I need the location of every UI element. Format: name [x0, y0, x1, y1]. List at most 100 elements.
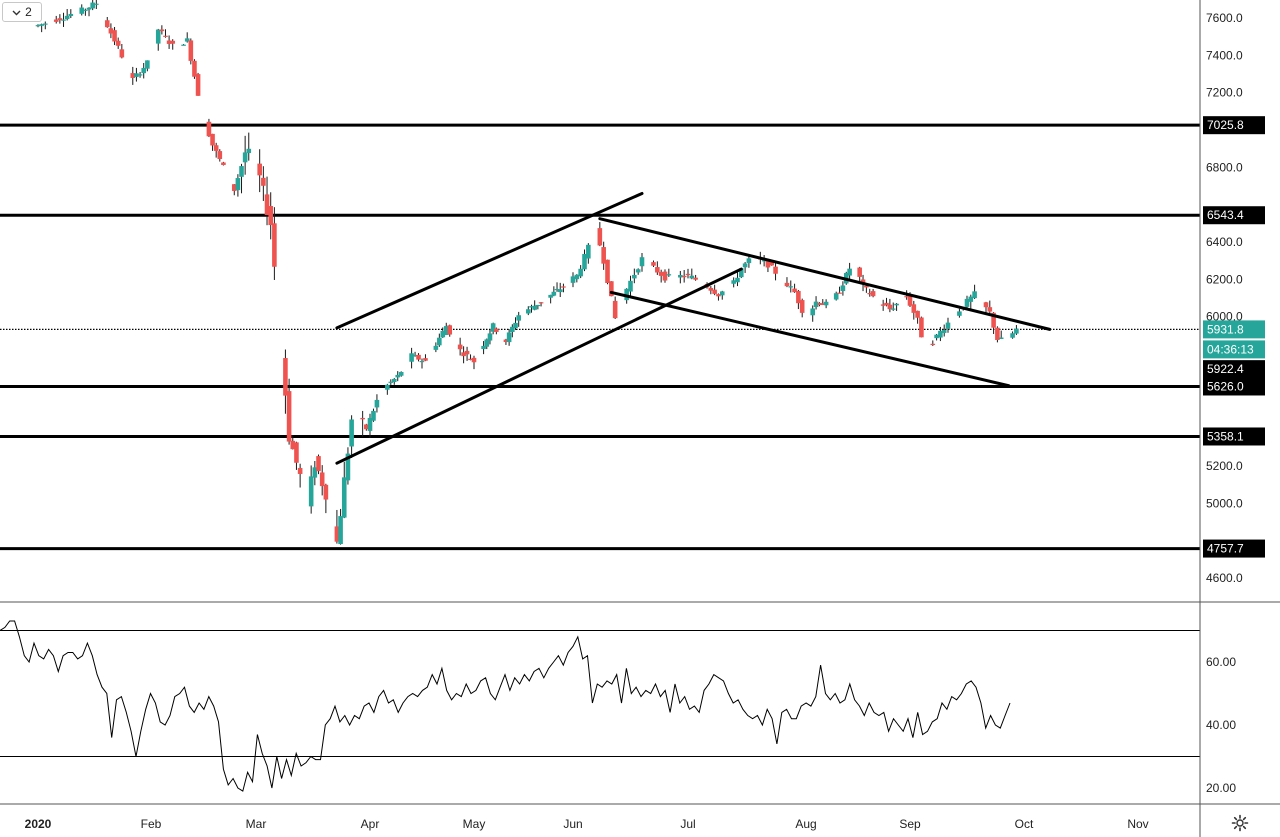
- oscillator-line: [0, 620, 1011, 792]
- candle: [286, 391, 292, 442]
- candle: [468, 358, 473, 361]
- candle: [112, 30, 117, 42]
- candle: [612, 300, 618, 319]
- candle: [662, 271, 668, 281]
- candle: [371, 410, 376, 421]
- candle: [334, 526, 340, 542]
- candle: [860, 279, 866, 285]
- time-tick-label: Aug: [795, 817, 816, 831]
- candle: [998, 337, 1004, 339]
- candle: [464, 350, 470, 355]
- candle: [419, 360, 425, 363]
- candle: [395, 374, 401, 378]
- level-tag-label: 7025.8: [1207, 118, 1244, 132]
- trendline-channel-down-upper[interactable]: [598, 217, 1052, 331]
- candle: [90, 2, 95, 9]
- price-tick-label: 5200.0: [1206, 459, 1243, 473]
- candle: [481, 345, 486, 350]
- candle: [388, 381, 394, 383]
- candle: [506, 332, 512, 343]
- candle: [890, 308, 896, 310]
- price-tick-label: 6400.0: [1206, 235, 1243, 249]
- price-tick-label: 7200.0: [1206, 86, 1243, 100]
- candle: [586, 244, 591, 259]
- candle: [360, 417, 365, 420]
- candle: [440, 330, 446, 338]
- candle: [735, 277, 740, 283]
- candle: [915, 310, 920, 318]
- trendline-channel-up-lower[interactable]: [335, 267, 743, 465]
- price-tick-label: 5000.0: [1206, 496, 1243, 510]
- candle: [773, 266, 778, 274]
- candle: [134, 73, 139, 77]
- candle: [532, 305, 537, 310]
- candle: [681, 275, 687, 278]
- candle: [490, 323, 496, 332]
- current-price-tag: [1203, 320, 1265, 339]
- candle: [557, 289, 563, 293]
- candle: [297, 467, 303, 474]
- candle: [487, 333, 493, 341]
- candle: [510, 326, 515, 332]
- current-price-label: 5931.8: [1207, 322, 1244, 336]
- price-tick-label: 6800.0: [1206, 160, 1243, 174]
- candle: [231, 184, 237, 191]
- candle: [823, 301, 829, 306]
- candle: [904, 296, 909, 298]
- candle: [930, 343, 936, 346]
- candle: [857, 267, 862, 277]
- candle: [155, 29, 161, 44]
- gear-icon: [1231, 814, 1249, 832]
- candle: [678, 274, 683, 278]
- candle: [104, 20, 110, 28]
- candle: [792, 288, 797, 293]
- prev-close-label: 5922.4: [1207, 362, 1244, 376]
- candle: [639, 257, 645, 267]
- candle: [525, 309, 531, 314]
- oscillator-tick-label: 60.00: [1206, 655, 1236, 669]
- candle: [159, 29, 165, 32]
- candle: [548, 294, 553, 298]
- candle: [217, 151, 223, 160]
- candle: [181, 44, 186, 46]
- candle: [308, 476, 314, 507]
- candle: [83, 9, 88, 11]
- candle: [907, 295, 913, 306]
- candle: [115, 40, 121, 46]
- candle: [108, 28, 114, 34]
- candle: [719, 291, 725, 296]
- candle: [130, 73, 136, 78]
- candle: [338, 516, 343, 545]
- level-tag: [1203, 206, 1265, 225]
- candle: [447, 325, 453, 335]
- candle: [991, 312, 996, 328]
- candle: [94, 3, 99, 5]
- trendline-channel-down-lower[interactable]: [609, 290, 1011, 388]
- candle: [1010, 333, 1015, 338]
- candle: [833, 293, 839, 300]
- interval-selector[interactable]: 2: [2, 2, 42, 22]
- candle: [423, 358, 428, 361]
- candle: [210, 133, 215, 146]
- candle: [513, 322, 518, 329]
- candle: [731, 280, 736, 284]
- candle: [272, 223, 277, 267]
- candle: [655, 267, 660, 273]
- candle: [457, 344, 463, 350]
- candle: [437, 337, 442, 346]
- countdown-label: 04:36:13: [1207, 342, 1254, 356]
- price-tick-label: 6200.0: [1206, 272, 1243, 286]
- candle: [957, 311, 962, 316]
- candle: [364, 424, 369, 430]
- candle: [39, 24, 44, 26]
- candle: [213, 145, 219, 151]
- candle: [810, 308, 816, 316]
- trendline-channel-up-upper[interactable]: [335, 191, 644, 330]
- candle: [86, 7, 92, 10]
- candle: [42, 23, 48, 25]
- candle: [941, 330, 947, 333]
- candle: [983, 302, 989, 308]
- candle: [765, 259, 771, 268]
- settings-button[interactable]: [1229, 812, 1251, 834]
